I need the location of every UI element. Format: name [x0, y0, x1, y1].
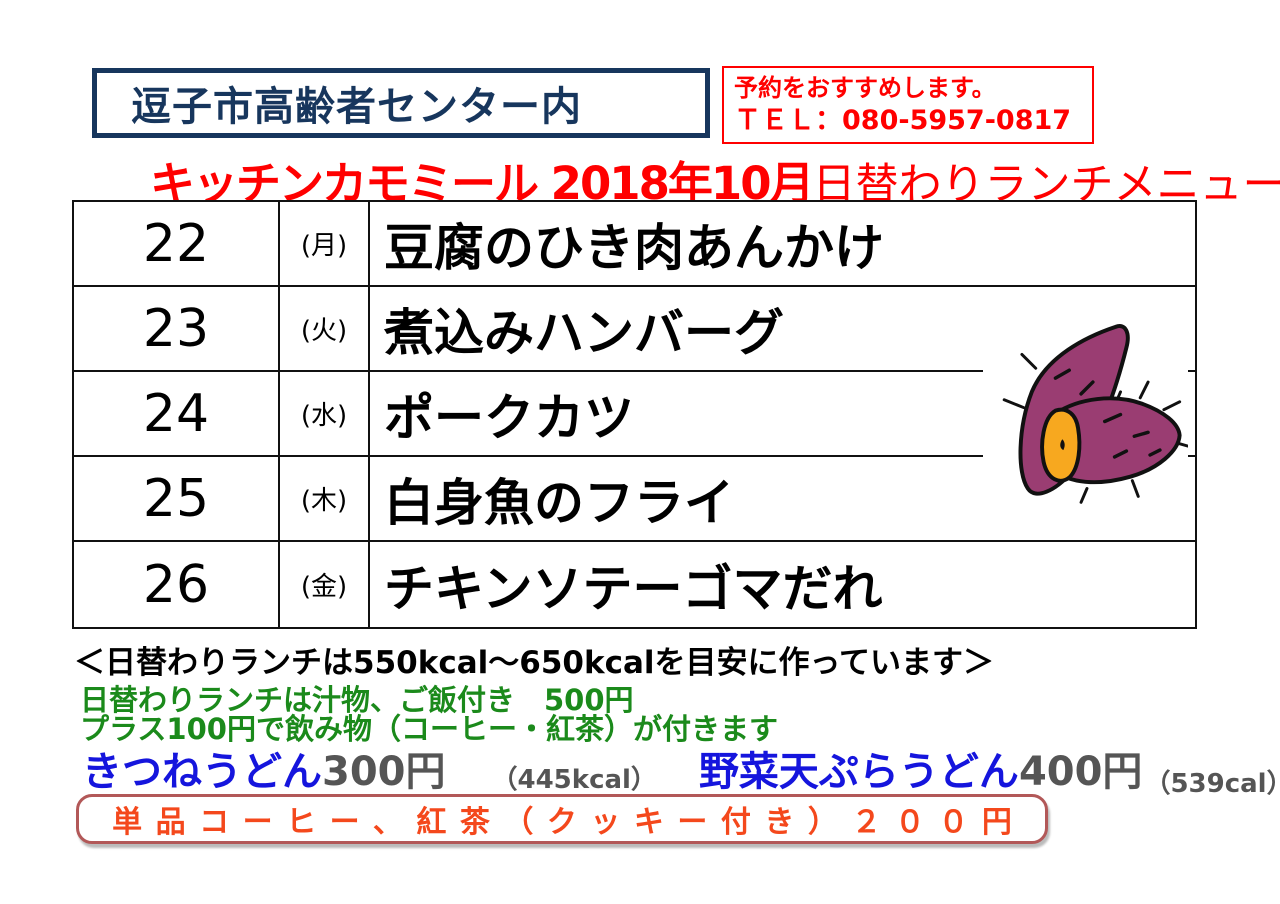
table-cell-day: (火): [280, 287, 370, 372]
reservation-note: 予約をおすすめします。: [734, 73, 996, 102]
sweet-potato-illustration: [983, 317, 1193, 524]
yasai-udon-kcal: （539cal）: [1144, 769, 1280, 799]
table-cell-date: 24: [74, 372, 280, 457]
table-cell-date: 22: [74, 202, 280, 287]
reservation-box: 予約をおすすめします。 ＴＥＬ：080-5957-0817: [722, 66, 1094, 144]
table-cell-date: 23: [74, 287, 280, 372]
table-cell-day: (月): [280, 202, 370, 287]
table-cell-day: (木): [280, 457, 370, 542]
single-item-price-text: 単品コーヒー、紅茶（クッキー付き）２００円: [112, 805, 1026, 840]
sweet-potato-icon: [1002, 324, 1193, 504]
table-cell-date: 26: [74, 542, 280, 627]
single-item-price-box: 単品コーヒー、紅茶（クッキー付き）２００円: [76, 794, 1048, 844]
kcal-guideline-note: ＜日替わりランチは550kcal～650kcalを目安に作っています＞: [74, 645, 994, 681]
yasai-udon-price: 400円: [1018, 749, 1143, 795]
kitsune-udon-kcal: （445kcal）: [491, 765, 657, 795]
lunch-price-note: 日替わりランチは汁物、ご飯付き 500円: [80, 683, 634, 717]
drink-option-note: プラス100円で飲み物（コーヒー・紅茶）が付きます: [80, 712, 778, 746]
location-box: 逗子市高齢者センター内: [92, 68, 710, 138]
table-cell-dish: チキンソテーゴマだれ: [384, 559, 883, 618]
table-cell-dish: 煮込みハンバーグ: [370, 287, 1195, 372]
yasai-udon-name: 野菜天ぷらうどん: [698, 749, 1019, 795]
table-cell-dish: ポークカツ: [370, 372, 1195, 457]
table-cell-dish: 豆腐のひき肉あんかけ: [370, 202, 1195, 287]
table-cell-date: 25: [74, 457, 280, 542]
phone-number: ＴＥＬ：080-5957-0817: [734, 105, 1072, 137]
table-cell-day: (金): [280, 542, 370, 627]
kitsune-udon-price: 300円: [322, 749, 446, 795]
table-cell-day: (水): [280, 372, 370, 457]
location-label: 逗子市高齢者センター内: [131, 84, 582, 130]
table-cell-dish: 白身魚のフライ: [370, 457, 1195, 542]
kitsune-udon-name: きつねうどん: [82, 749, 322, 795]
udon-price-line: きつねうどん 300円 （445kcal） 野菜天ぷらうどん 400円 （539…: [82, 739, 1280, 800]
